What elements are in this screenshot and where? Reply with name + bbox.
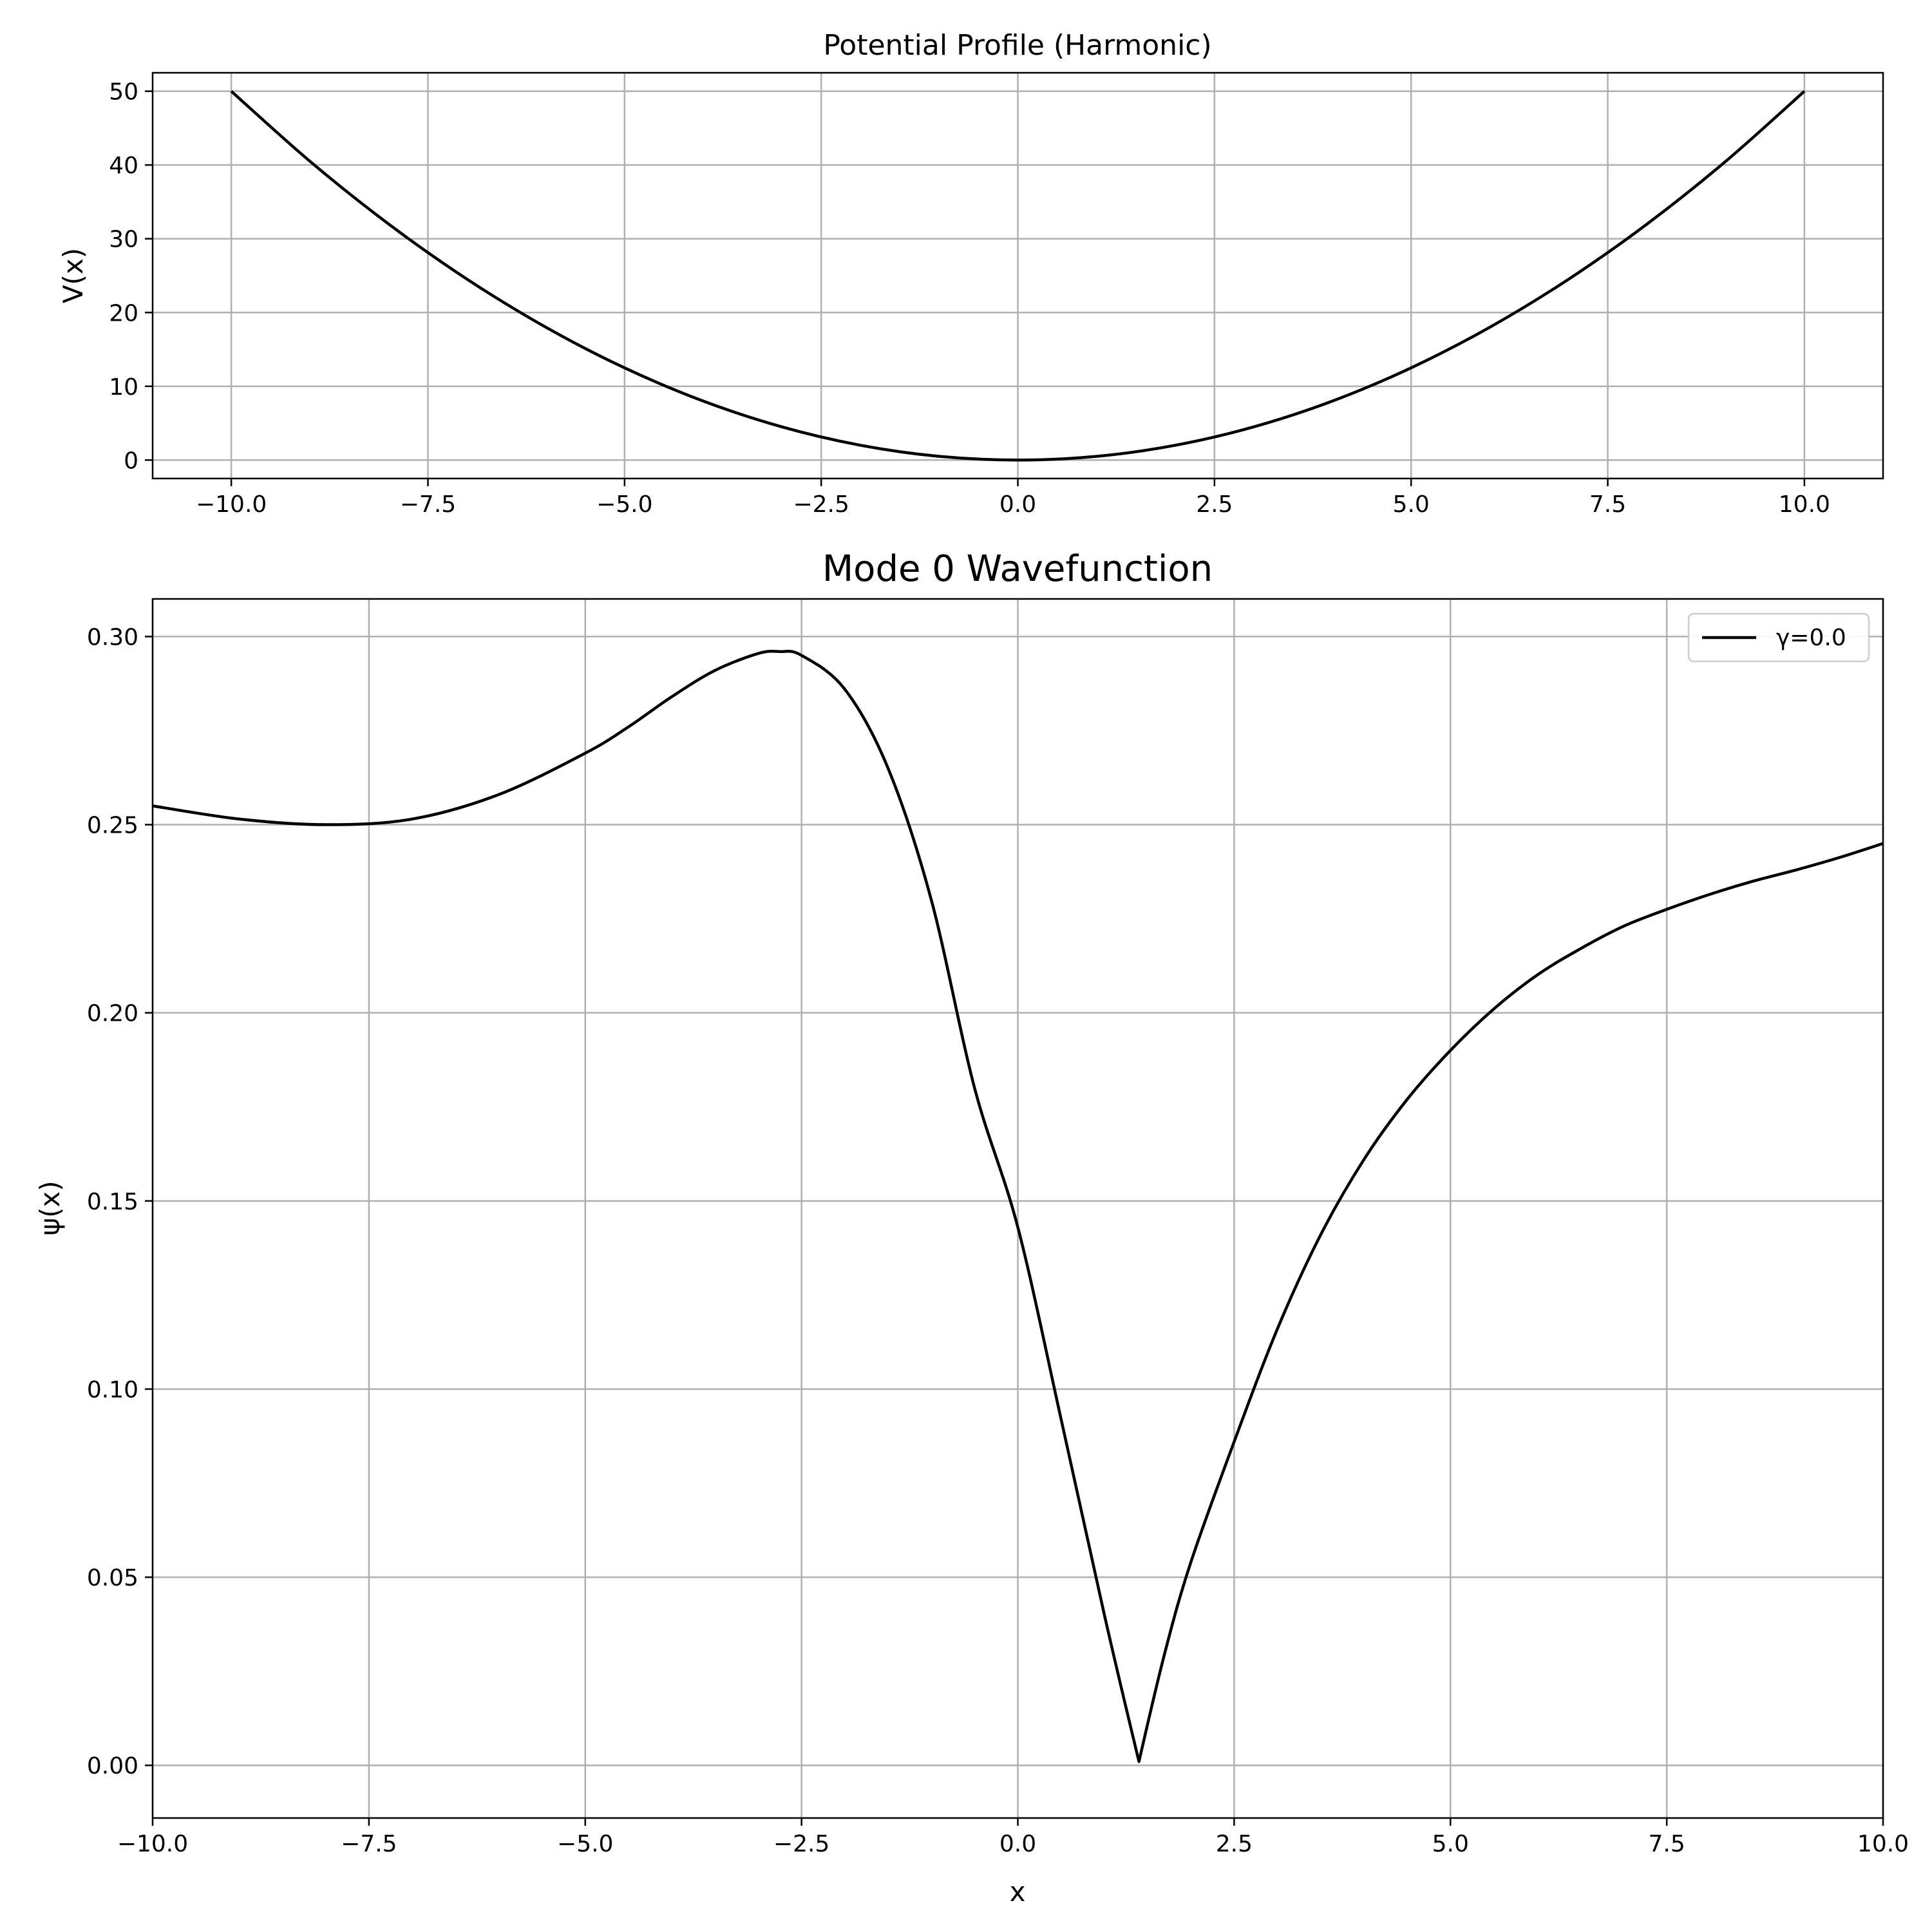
wavefunction-ytick-label: 0.30 [87, 624, 138, 650]
wavefunction-ytick-label: 0.00 [87, 1753, 138, 1779]
potential-xtick-label: 2.5 [1196, 491, 1233, 518]
potential-xtick-label: −2.5 [793, 491, 849, 518]
wavefunction-ytick-label: 0.25 [87, 813, 138, 839]
wavefunction-xtick-label: 2.5 [1216, 1831, 1253, 1857]
potential-ylabel: V(x) [57, 248, 89, 303]
wavefunction-ticks: −10.0 −7.5 −5.0 −2.5 0.0 2.5 5.0 7.5 10.0 0.00 0.0… [87, 624, 1909, 1857]
potential-xtick-label: 5.0 [1393, 491, 1430, 518]
potential-ytick-label: 0 [124, 448, 138, 474]
wavefunction-ylabel: ψ(x) [34, 1180, 66, 1235]
potential-xtick-label: 7.5 [1589, 491, 1626, 518]
wavefunction-series [152, 649, 1884, 1763]
potential-ytick-label: 20 [109, 300, 138, 327]
potential-ticks: −10.0 −7.5 −5.0 −2.5 0.0 2.5 5.0 7.5 10.0 0 10 20 30… [109, 79, 1830, 518]
potential-ytick-label: 10 [109, 374, 138, 401]
wavefunction-xtick-label: −10.0 [117, 1831, 188, 1857]
wavefunction-xlabel: x [1010, 1876, 1026, 1908]
potential-ytick-label: 50 [109, 79, 138, 106]
potential-title: Potential Profile (Harmonic) [823, 29, 1211, 62]
potential-ytick-label: 30 [109, 227, 138, 253]
potential-series [230, 90, 1806, 462]
wavefunction-xtick-label: −7.5 [341, 1831, 397, 1857]
potential-panel: −10.0 −7.5 −5.0 −2.5 0.0 2.5 5.0 7.5 10.0 0 10 20 30… [57, 29, 1884, 518]
wavefunction-xtick-label: 7.5 [1648, 1831, 1685, 1857]
potential-series-line [230, 90, 1806, 462]
potential-ytick-label: 40 [109, 153, 138, 179]
potential-xtick-label: −5.0 [596, 491, 652, 518]
wavefunction-panel: −10.0 −7.5 −5.0 −2.5 0.0 2.5 5.0 7.5 10.0 0.00 0.0… [34, 548, 1909, 1908]
wavefunction-ytick-label: 0.10 [87, 1377, 138, 1403]
wavefunction-ytick-label: 0.05 [87, 1565, 138, 1591]
potential-xtick-label: 10.0 [1779, 491, 1830, 518]
legend: γ=0.0 [1687, 612, 1870, 663]
potential-xtick-label: −10.0 [196, 491, 267, 518]
potential-grid [153, 73, 1883, 478]
wavefunction-xtick-label: 0.0 [999, 1831, 1036, 1857]
wavefunction-xtick-label: −5.0 [557, 1831, 613, 1857]
wavefunction-xtick-label: 5.0 [1432, 1831, 1469, 1857]
wavefunction-title: Mode 0 Wavefunction [822, 548, 1213, 590]
wavefunction-ytick-label: 0.20 [87, 1001, 138, 1027]
wavefunction-grid [151, 599, 1884, 1818]
wavefunction-xtick-label: 10.0 [1857, 1831, 1909, 1857]
potential-xtick-label: −7.5 [400, 491, 456, 518]
potential-xtick-label: 0.0 [999, 491, 1036, 518]
wavefunction-ytick-label: 0.15 [87, 1189, 138, 1215]
wavefunction-series-line [152, 649, 1884, 1763]
wavefunction-xtick-label: −2.5 [773, 1831, 829, 1857]
legend-label: γ=0.0 [1776, 625, 1846, 651]
legend-box [1687, 612, 1870, 663]
